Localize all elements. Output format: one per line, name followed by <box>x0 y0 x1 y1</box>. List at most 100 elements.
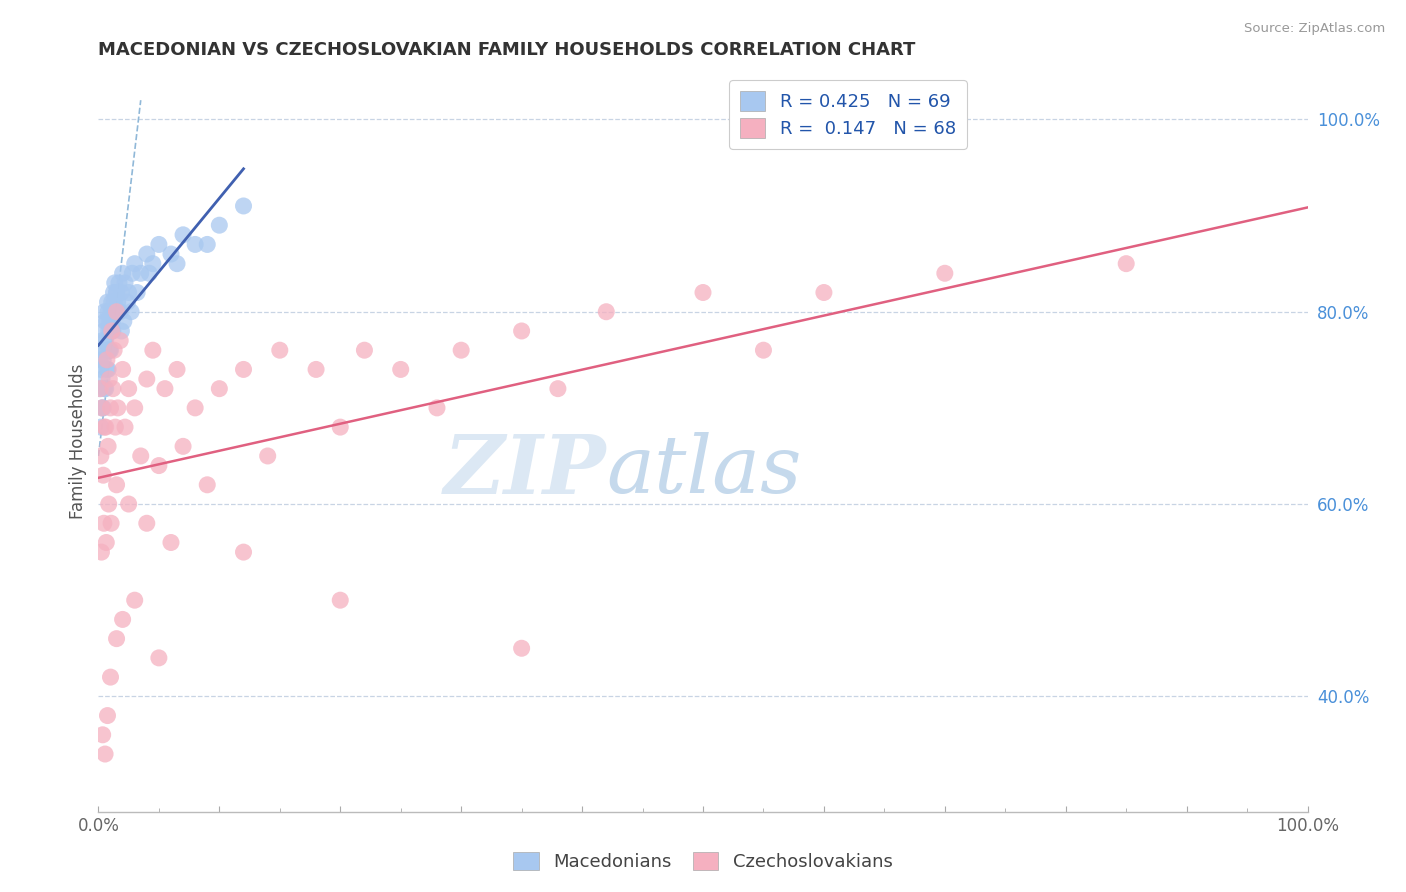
Point <box>111 612 134 626</box>
Point <box>101 314 124 328</box>
Point <box>93 516 115 531</box>
Point <box>184 401 207 415</box>
Point <box>232 545 254 559</box>
Point <box>105 478 128 492</box>
Point <box>118 497 141 511</box>
Point <box>97 362 120 376</box>
Point <box>89 382 111 396</box>
Point <box>104 304 127 318</box>
Point <box>148 458 170 473</box>
Point <box>329 420 352 434</box>
Point <box>256 449 278 463</box>
Point <box>124 401 146 415</box>
Point <box>172 439 194 453</box>
Point <box>153 382 176 396</box>
Point <box>138 266 160 280</box>
Point <box>100 324 122 338</box>
Point <box>813 285 835 300</box>
Point <box>105 632 128 646</box>
Point <box>100 324 122 338</box>
Point <box>120 304 142 318</box>
Point <box>110 324 132 338</box>
Point <box>100 324 122 338</box>
Point <box>93 382 115 396</box>
Point <box>510 641 533 656</box>
Point <box>305 362 328 376</box>
Point <box>93 304 115 318</box>
Point <box>105 304 128 318</box>
Point <box>89 382 111 396</box>
Point <box>195 237 218 252</box>
Point <box>100 516 122 531</box>
Point <box>124 593 146 607</box>
Point <box>426 401 449 415</box>
Point <box>108 334 131 348</box>
Point <box>93 420 115 434</box>
Point <box>96 535 118 549</box>
Point <box>692 285 714 300</box>
Point <box>195 478 218 492</box>
Point <box>184 237 207 252</box>
Point <box>97 497 120 511</box>
Point <box>232 199 254 213</box>
Point <box>110 285 132 300</box>
Point <box>269 343 291 358</box>
Point <box>232 362 254 376</box>
Point <box>107 295 129 310</box>
Point <box>1115 257 1137 271</box>
Point <box>96 708 118 723</box>
Point <box>108 304 131 318</box>
Point <box>166 257 188 271</box>
Point <box>105 285 128 300</box>
Point <box>595 304 617 318</box>
Point <box>98 343 121 358</box>
Text: Source: ZipAtlas.com: Source: ZipAtlas.com <box>1244 22 1385 36</box>
Point <box>104 420 127 434</box>
Point <box>97 304 120 318</box>
Point <box>148 237 170 252</box>
Point <box>90 449 112 463</box>
Point <box>91 401 114 415</box>
Point <box>101 324 124 338</box>
Point <box>101 382 124 396</box>
Point <box>135 247 157 261</box>
Point <box>98 314 121 328</box>
Point <box>90 420 112 434</box>
Point <box>94 382 117 396</box>
Point <box>510 324 533 338</box>
Point <box>93 324 115 338</box>
Point <box>135 372 157 386</box>
Point <box>103 285 125 300</box>
Point <box>104 276 127 290</box>
Point <box>107 401 129 415</box>
Point <box>142 343 165 358</box>
Point <box>450 343 472 358</box>
Point <box>172 227 194 242</box>
Point <box>160 247 183 261</box>
Text: ZIP: ZIP <box>444 431 606 511</box>
Point <box>89 352 111 367</box>
Point <box>96 295 118 310</box>
Point <box>97 439 120 453</box>
Point <box>118 285 141 300</box>
Point <box>90 343 112 358</box>
Point <box>114 276 136 290</box>
Point <box>108 276 131 290</box>
Point <box>90 545 112 559</box>
Point <box>98 372 121 386</box>
Point <box>105 285 128 300</box>
Point <box>96 362 118 376</box>
Point <box>91 334 114 348</box>
Point <box>208 218 231 232</box>
Point <box>91 352 114 367</box>
Point <box>98 343 121 358</box>
Legend: Macedonians, Czechoslovakians: Macedonians, Czechoslovakians <box>506 845 900 879</box>
Point <box>96 352 118 367</box>
Point <box>353 343 375 358</box>
Point <box>108 304 131 318</box>
Point <box>90 362 112 376</box>
Text: atlas: atlas <box>606 433 801 510</box>
Point <box>94 420 117 434</box>
Point <box>752 343 775 358</box>
Point <box>160 535 183 549</box>
